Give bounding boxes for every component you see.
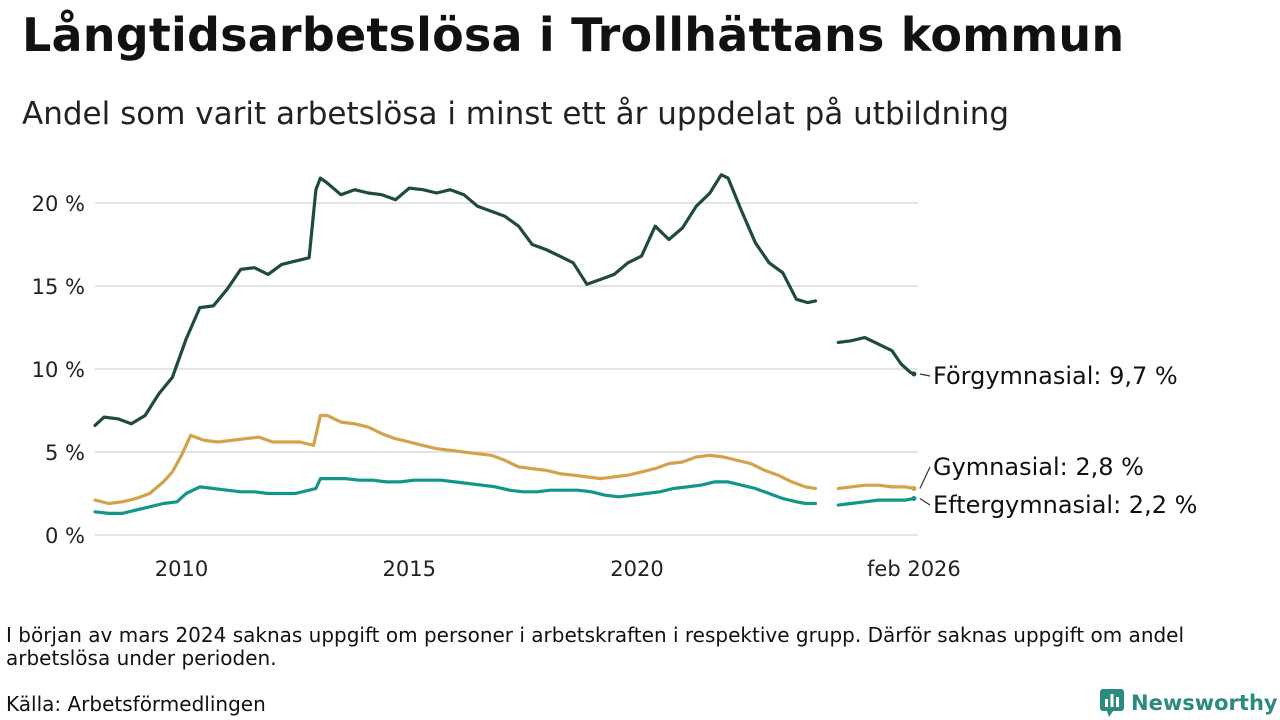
series-line-forgymnasial-2 [836,335,916,376]
gridlines [95,202,918,536]
line-chart: 0 %5 %10 %15 %20 % 2010 2015 2020 feb 2026 … [32,173,1197,581]
x-tick-label: feb 2026 [867,557,961,581]
y-tick-label: 10 % [32,358,85,382]
x-tick-label: 2015 [383,557,436,581]
y-tick-label: 0 % [45,524,85,548]
series-line-eftergymnasial-1 [93,477,818,515]
label-leader-forgymnasial [919,373,931,377]
series-lines [93,173,917,515]
series-line-gymnasial-2 [836,483,916,491]
chart-title: Långtidsarbetslösa i Trollhättans kommun [22,8,1125,62]
chart-subtitle: Andel som varit arbetslösa i minst ett å… [22,96,1010,132]
x-axis-ticks: 2010 2015 2020 feb 2026 [155,557,961,581]
chart-footnote: I början av mars 2024 saknas uppgift om … [6,623,1185,670]
source-credit: Källa: Arbetsförmedlingen [6,692,266,716]
series-line-gymnasial-1 [93,413,818,506]
y-tick-label: 5 % [45,441,85,465]
brand-name: Newsworthy [1131,691,1278,715]
x-tick-label: 2010 [155,557,208,581]
y-tick-label: 20 % [32,192,85,216]
series-line-forgymnasial-1 [93,173,818,427]
label-leader-gymnasial [919,466,931,489]
series-endpoint-eftergymnasial [911,495,917,501]
bar-chart-speech-icon [1100,689,1124,717]
series-endpoint-forgymnasial [911,371,917,377]
series-endpoint-gymnasial [911,486,917,492]
brand-logo[interactable]: Newsworthy [1099,688,1278,718]
series-end-labels: Förgymnasial: 9,7 % Gymnasial: 2,8 % Efter… [919,362,1197,519]
series-label-forgymnasial: Förgymnasial: 9,7 % [933,362,1178,390]
x-tick-label: 2020 [610,557,663,581]
series-line-eftergymnasial-2 [836,496,916,507]
series-label-eftergymnasial: Eftergymnasial: 2,2 % [933,491,1197,519]
label-leader-eftergymnasial [919,497,931,506]
y-tick-label: 15 % [32,275,85,299]
y-axis-ticks: 0 % 5 % 10 % 15 % 20 % [32,192,85,548]
series-label-gymnasial: Gymnasial: 2,8 % [933,453,1144,481]
